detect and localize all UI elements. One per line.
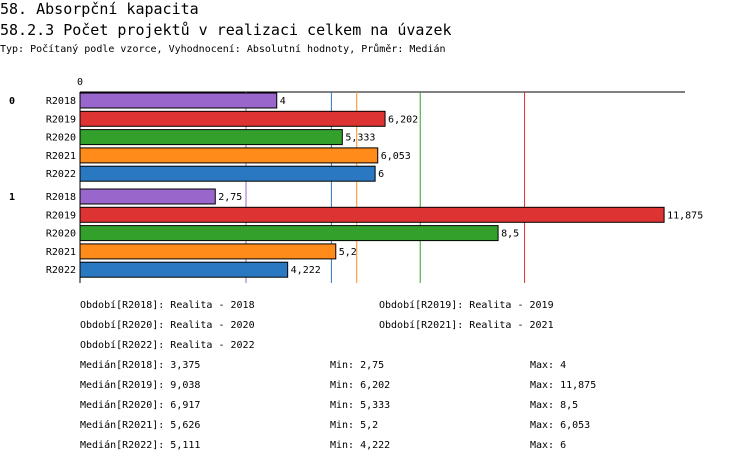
- bar-0-r2022: [79, 165, 376, 182]
- bar-0-r2019: [79, 110, 386, 127]
- data-label-0-r2019: 6,202: [388, 114, 418, 125]
- data-label-1-r2021: 5,2: [339, 247, 357, 258]
- category-label-1-r2021: R2021: [46, 247, 76, 258]
- category-label-1-r2019: R2019: [46, 210, 76, 221]
- legend-period-r2021: Období[R2021]: Realita - 2021: [379, 320, 554, 331]
- legend-min-r2022: Min: 4,222: [330, 440, 391, 451]
- legend-period-r2022: Období[R2022]: Realita - 2022: [80, 340, 255, 351]
- legend-period-r2020: Období[R2020]: Realita - 2020: [80, 320, 255, 331]
- chart-title: 58.2.3 Počet projektů v realizaci celkem…: [0, 21, 452, 39]
- category-label-0-r2020: R2020: [46, 133, 76, 144]
- bar-1-r2020: [79, 225, 499, 242]
- data-label-0-r2020: 5,333: [345, 133, 375, 144]
- bar-1-r2019: [79, 206, 665, 223]
- data-label-0-r2018: 4: [280, 96, 286, 107]
- group-label-0: 0: [9, 96, 15, 107]
- legend-max-r2018: Max: 4: [530, 360, 567, 371]
- legend-median-r2022: Medián[R2022]: 5,111: [80, 440, 201, 451]
- chart-subtitle: Typ: Počítaný podle vzorce, Vyhodnocení:…: [0, 44, 446, 55]
- category-label-0-r2022: R2022: [46, 169, 76, 180]
- category-label-0-r2018: R2018: [46, 96, 76, 107]
- bar-1-r2021: [79, 243, 337, 260]
- group-label-1: 1: [9, 192, 15, 203]
- category-label-0-r2021: R2021: [46, 151, 76, 162]
- data-label-1-r2022: 4,222: [291, 265, 321, 276]
- legend-min-r2020: Min: 5,333: [330, 400, 391, 411]
- bar-1-r2018: [79, 188, 216, 205]
- legend-max-r2021: Max: 6,053: [530, 420, 591, 431]
- legend-max-r2020: Max: 8,5: [530, 400, 579, 411]
- bar-0-r2021: [79, 147, 379, 164]
- legend-median-r2020: Medián[R2020]: 6,917: [80, 400, 201, 411]
- data-label-1-r2018: 2,75: [218, 192, 242, 203]
- category-label-1-r2018: R2018: [46, 192, 76, 203]
- legend-max-r2019: Max: 11,875: [530, 380, 597, 391]
- bar-0-r2018: [79, 92, 278, 109]
- legend-min-r2019: Min: 6,202: [330, 380, 391, 391]
- legend-median-r2018: Medián[R2018]: 3,375: [80, 360, 201, 371]
- data-label-0-r2022: 6: [378, 169, 384, 180]
- category-label-0-r2019: R2019: [46, 114, 76, 125]
- data-label-1-r2019: 11,875: [667, 210, 703, 221]
- legend-median-r2019: Medián[R2019]: 9,038: [80, 380, 201, 391]
- legend-min-r2021: Min: 5,2: [330, 420, 379, 431]
- bar-0-r2020: [79, 129, 343, 146]
- axis-zero-label: 0: [77, 77, 83, 88]
- category-label-1-r2022: R2022: [46, 265, 76, 276]
- legend-median-r2021: Medián[R2021]: 5,626: [80, 420, 201, 431]
- bar-1-r2022: [79, 261, 289, 278]
- category-label-1-r2020: R2020: [46, 229, 76, 240]
- data-label-1-r2020: 8,5: [501, 229, 519, 240]
- data-label-0-r2021: 6,053: [381, 151, 411, 162]
- legend-max-r2022: Max: 6: [530, 440, 567, 451]
- legend-period-r2019: Období[R2019]: Realita - 2019: [379, 300, 554, 311]
- legend-period-r2018: Období[R2018]: Realita - 2018: [80, 300, 255, 311]
- page-title: 58. Absorpční kapacita: [0, 0, 199, 18]
- legend-min-r2018: Min: 2,75: [330, 360, 385, 371]
